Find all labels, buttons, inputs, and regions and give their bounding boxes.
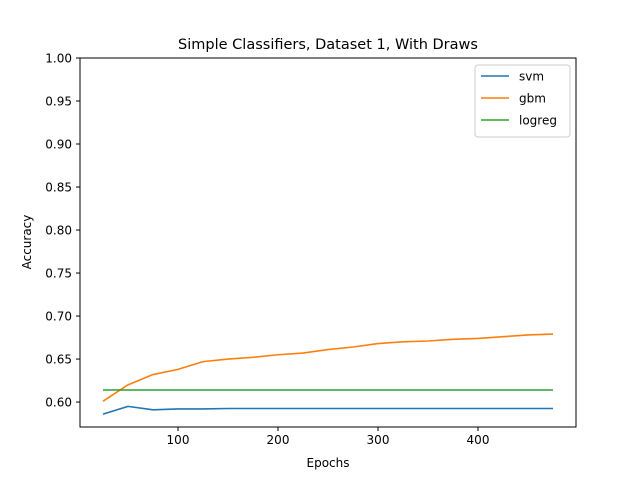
y-tick-label: 0.65	[45, 353, 72, 367]
y-tick-label: 0.80	[45, 224, 72, 238]
legend-box	[474, 64, 571, 138]
chart-title: Simple Classifiers, Dataset 1, With Draw…	[178, 37, 478, 53]
y-tick-label: 0.70	[45, 310, 72, 324]
x-tick-label: 100	[167, 433, 190, 447]
y-tick-label: 1.00	[45, 52, 72, 66]
legend: svm gbm logreg	[474, 64, 571, 138]
y-tick-label: 0.95	[45, 95, 72, 109]
y-axis: 0.60 0.65 0.70 0.75 0.80 0.85 0.90 0.95 1.00	[45, 52, 80, 410]
x-tick-label: 300	[367, 433, 390, 447]
y-tick-label: 0.85	[45, 181, 72, 195]
series-line-gbm	[102, 333, 554, 402]
y-axis-label: Accuracy	[20, 215, 34, 270]
x-tick-label: 200	[267, 433, 290, 447]
plot-area	[79, 57, 577, 428]
x-axis-label: Epochs	[307, 456, 350, 470]
y-tick-label: 0.75	[45, 267, 72, 281]
plot-frame	[79, 57, 577, 428]
legend-label-logreg: logreg	[519, 114, 557, 128]
y-tick-label: 0.60	[45, 396, 72, 410]
x-tick-label: 400	[467, 433, 490, 447]
y-tick-label: 0.90	[45, 138, 72, 152]
legend-label-svm: svm	[519, 70, 544, 84]
x-axis: 100 200 300 400	[167, 427, 490, 447]
series-line-svm	[102, 405, 553, 415]
series-lines	[102, 333, 554, 415]
legend-label-gbm: gbm	[519, 92, 546, 106]
